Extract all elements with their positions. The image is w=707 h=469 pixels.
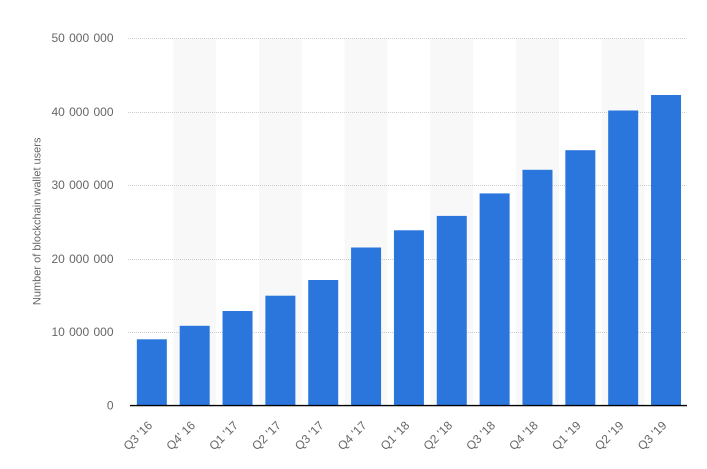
svg-text:30 000 000: 30 000 000	[51, 178, 113, 192]
svg-text:0: 0	[107, 399, 114, 413]
svg-text:50 000 000: 50 000 000	[51, 31, 113, 45]
svg-text:Number of blockchain wallet us: Number of blockchain wallet users	[32, 137, 44, 305]
svg-text:20 000 000: 20 000 000	[51, 252, 113, 266]
svg-text:40 000 000: 40 000 000	[51, 105, 113, 119]
svg-text:10 000 000: 10 000 000	[51, 325, 113, 339]
